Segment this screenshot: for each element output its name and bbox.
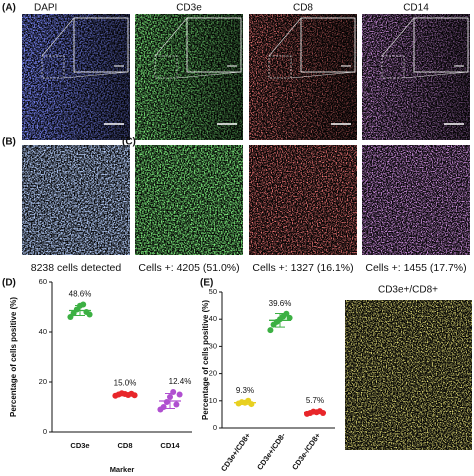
data-point	[176, 391, 183, 398]
data-point	[173, 401, 180, 408]
y-tick-label: 10	[209, 396, 217, 405]
value-label: 48.6%	[69, 290, 92, 299]
zoom-line	[290, 71, 356, 79]
panel-label: (D)	[2, 278, 16, 289]
y-tick-label: 60	[39, 277, 47, 286]
data-point	[80, 301, 87, 308]
panel-label: (E)	[200, 278, 213, 289]
y-tick-label: 40	[209, 314, 217, 323]
stain-title: CD8	[293, 3, 313, 14]
image-signal	[345, 300, 472, 450]
x-tick-label: CD3e+/CD8-	[255, 431, 287, 472]
y-tick-label: 20	[39, 377, 47, 386]
inset-frame	[186, 17, 242, 73]
zoom-box	[154, 55, 178, 79]
zoom-line	[41, 17, 75, 57]
zoom-box	[381, 55, 405, 79]
x-tick-label: CD3e-/CD8+	[290, 431, 322, 472]
y-tick-label: 0	[213, 423, 217, 432]
zoom-line	[381, 17, 415, 57]
zoom-line	[63, 71, 129, 79]
count-caption: Cells +: 1327 (16.1%)	[252, 262, 353, 274]
data-point	[170, 389, 177, 395]
y-tick-label: 0	[43, 427, 47, 436]
y-axis-label: Percentage of cells positive (%)	[9, 297, 18, 417]
zoom-line	[176, 71, 242, 79]
zoom-line	[403, 71, 469, 79]
value-label: 15.0%	[114, 378, 137, 387]
count-caption: Cells +: 4205 (51.0%)	[138, 262, 239, 274]
inset-frame	[300, 17, 356, 73]
data-point	[86, 311, 93, 318]
count-caption: Cells +: 1455 (17.7%)	[365, 262, 466, 274]
image-signal	[135, 145, 243, 255]
y-tick-label: 40	[39, 327, 47, 336]
panel-label: (A)	[2, 3, 16, 14]
zoom-line	[268, 17, 302, 57]
data-point	[131, 392, 138, 399]
overlay-title: CD3e+/CD8+	[378, 285, 438, 296]
stain-title: CD14	[403, 3, 429, 14]
y-tick-label: 20	[209, 369, 217, 378]
x-tick-label: CD8	[117, 441, 132, 450]
data-point	[160, 404, 167, 410]
count-caption: 8238 cells detected	[31, 262, 122, 274]
data-point	[286, 314, 293, 321]
stain-title: DAPI	[34, 3, 57, 14]
data-point	[163, 399, 170, 405]
panel-label: (C)	[122, 137, 136, 148]
x-tick-label: CD3e	[70, 441, 89, 450]
y-tick-label: 50	[209, 287, 217, 296]
value-label: 9.3%	[236, 386, 254, 395]
data-point	[283, 310, 290, 317]
x-tick-label: CD14	[160, 441, 180, 450]
image-signal	[362, 145, 470, 255]
zoom-box	[268, 55, 292, 79]
zoom-line	[154, 17, 188, 57]
y-tick-label: 30	[209, 341, 217, 350]
panel-label: (B)	[2, 137, 16, 148]
inset-frame	[73, 17, 129, 73]
value-label: 12.4%	[169, 377, 192, 386]
data-point	[267, 327, 274, 334]
image-signal	[249, 145, 357, 255]
stain-title: CD3e	[176, 3, 202, 14]
value-label: 5.7%	[306, 396, 324, 405]
x-tick-label: CD3e+/CD8+	[219, 431, 253, 474]
zoom-box	[41, 55, 65, 79]
x-axis-label: Marker	[110, 465, 135, 474]
y-axis-label: Percentage of cells positive (%)	[201, 300, 210, 420]
inset-frame	[413, 17, 469, 73]
value-label: 39.6%	[269, 299, 292, 308]
image-signal	[22, 145, 130, 255]
